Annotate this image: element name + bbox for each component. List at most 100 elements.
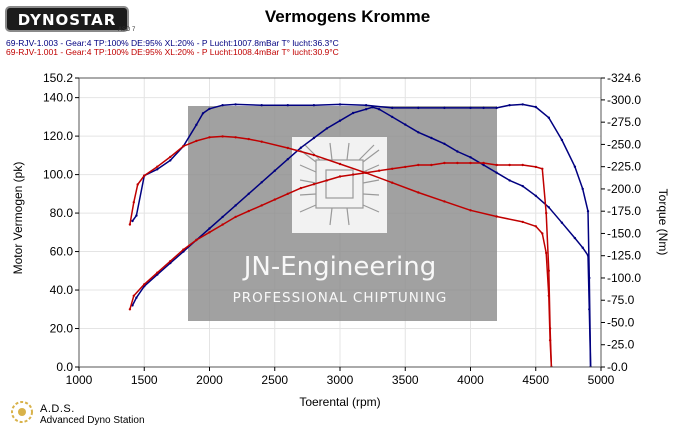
data-point: [482, 161, 485, 165]
data-point: [417, 131, 420, 134]
data-point: [586, 210, 590, 213]
y-tick-label: 20.0: [50, 322, 74, 336]
data-point: [541, 167, 544, 170]
data-point: [456, 161, 459, 165]
data-point: [273, 198, 276, 201]
y2-tick-label: -275.0: [607, 115, 641, 129]
data-point: [325, 179, 329, 182]
data-point: [534, 105, 537, 109]
series-group: [128, 103, 592, 367]
data-point: [482, 163, 485, 167]
data-point: [547, 206, 550, 209]
data-point: [234, 215, 237, 219]
x-tick-label: 2500: [261, 373, 288, 387]
data-point: [169, 155, 172, 159]
data-point: [404, 165, 407, 169]
data-point: [182, 145, 185, 148]
data-point: [169, 260, 172, 263]
data-point: [299, 186, 303, 190]
data-point: [351, 173, 355, 176]
data-point: [135, 296, 138, 299]
run-info-line-1: 69-RJV-1.003 - Gear:4 TP:100% DE:95% XL:…: [6, 38, 339, 48]
y-tick-label: 120.0: [43, 129, 73, 143]
data-point: [208, 107, 211, 111]
data-point: [469, 156, 472, 159]
data-point: [482, 106, 485, 110]
data-point: [156, 165, 159, 168]
series-line-torque-2: [131, 103, 592, 367]
data-point: [312, 104, 316, 107]
data-point: [521, 184, 524, 188]
data-point: [521, 220, 524, 224]
data-point: [286, 104, 289, 107]
data-point: [573, 165, 577, 168]
y-tick-label: 0.0: [56, 360, 73, 374]
data-point: [208, 227, 211, 230]
y2-tick-label: -25.0: [607, 338, 635, 352]
data-point: [195, 139, 198, 143]
data-point: [417, 106, 420, 110]
x-tick-label: 4500: [522, 373, 549, 387]
data-point: [156, 271, 159, 274]
data-point: [534, 225, 537, 228]
data-point: [547, 294, 550, 297]
data-point: [143, 283, 146, 286]
y-axis-label: Motor Vermogen (pk): [11, 162, 25, 275]
data-point: [391, 181, 394, 184]
watermark-subtitle: PROFESSIONAL CHIPTUNING: [233, 290, 448, 306]
data-point: [143, 174, 146, 177]
data-point: [169, 159, 172, 162]
data-point: [208, 231, 211, 234]
axes: 1000 1500 2000 2500 3000 3500 4000 4500 5000 0.0 2…: [43, 71, 641, 387]
data-point: [221, 135, 224, 138]
data-point: [132, 201, 135, 204]
y-tick-label: 100.0: [43, 168, 73, 182]
logo-text: DYNOSTAR: [17, 11, 117, 29]
ads-subtitle: Advanced Dyno Station: [40, 415, 145, 426]
data-point: [195, 123, 198, 127]
data-point: [417, 191, 420, 194]
data-point: [547, 269, 550, 272]
data-point: [581, 187, 584, 191]
data-point: [391, 106, 394, 110]
data-point: [443, 142, 446, 145]
data-point: [560, 221, 564, 224]
data-point: [588, 276, 591, 280]
data-point: [581, 246, 584, 249]
data-point: [312, 153, 316, 157]
data-point: [377, 108, 381, 111]
data-point: [156, 168, 159, 171]
data-point: [443, 161, 446, 165]
data-point: [534, 165, 537, 169]
data-point: [338, 119, 342, 122]
data-point: [573, 236, 577, 240]
series-line-power-3: [129, 162, 553, 367]
data-point: [430, 163, 433, 167]
x-tick-label: 3500: [392, 373, 419, 387]
data-point: [260, 181, 263, 184]
data-point: [286, 192, 289, 195]
data-point: [247, 209, 250, 213]
data-point: [195, 238, 198, 242]
data-point: [469, 161, 472, 165]
data-point: [456, 150, 459, 153]
data-point: [325, 127, 329, 130]
data-point: [260, 104, 263, 107]
data-point: [469, 106, 472, 110]
ads-logo-icon: [11, 401, 33, 423]
data-point: [131, 219, 134, 223]
data-point: [299, 146, 303, 149]
data-point: [417, 163, 420, 167]
data-point: [443, 200, 446, 203]
dynostar-logo: DYNOSTAR: [5, 6, 129, 32]
y2-tick-label: -150.0: [607, 226, 641, 240]
data-point: [136, 183, 139, 186]
chart-title: Vermogens Kromme: [264, 7, 431, 26]
data-point: [377, 169, 381, 172]
data-point: [312, 136, 316, 140]
x-tick-label: 1500: [131, 373, 158, 387]
data-point: [132, 294, 135, 297]
x-tick-label: 2000: [196, 373, 223, 387]
x-tick-label: 3000: [327, 373, 354, 387]
